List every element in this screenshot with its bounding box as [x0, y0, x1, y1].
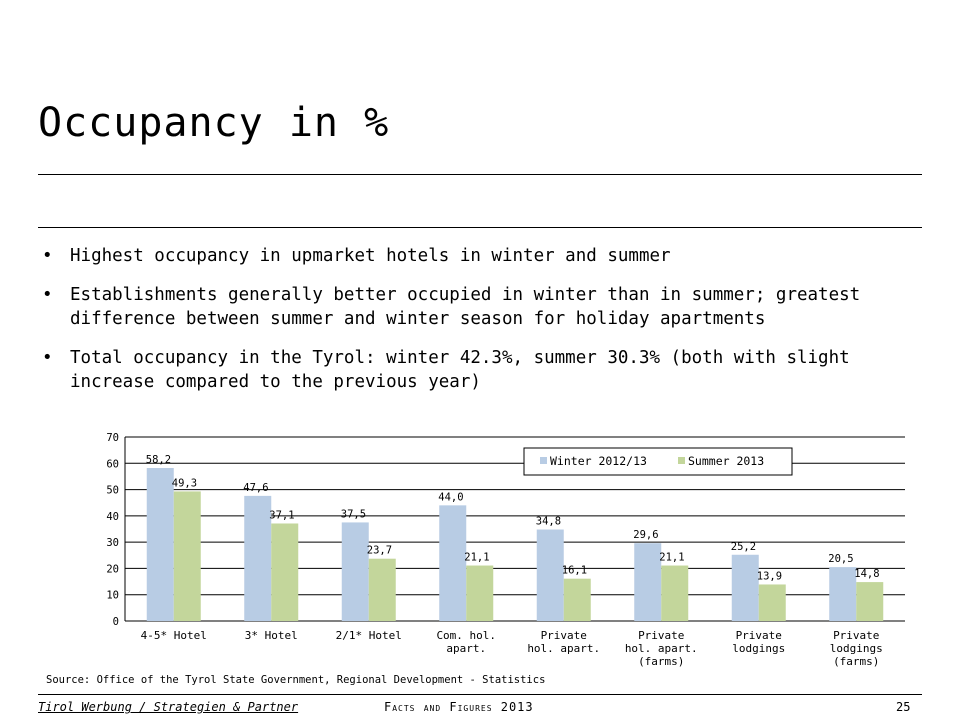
x-tick-label: lodgings — [732, 642, 785, 655]
x-tick-label: 2/1* Hotel — [336, 629, 402, 642]
data-label: 44,0 — [438, 491, 463, 503]
bar-winter — [634, 543, 662, 621]
bar-summer — [368, 558, 396, 621]
data-label: 21,1 — [464, 552, 489, 564]
x-tick-label: Private — [638, 629, 684, 642]
x-tick-label: (farms) — [638, 655, 684, 668]
y-tick-label: 20 — [106, 563, 119, 575]
bar-winter — [244, 495, 272, 621]
data-label: 37,1 — [269, 509, 294, 521]
data-label: 37,5 — [341, 508, 366, 520]
bar-summer — [661, 565, 689, 621]
x-tick-label: Private — [736, 629, 782, 642]
legend-label: Winter 2012/13 — [550, 454, 647, 468]
bullet-item: Highest occupancy in upmarket hotels in … — [38, 244, 928, 268]
title-rule-bottom — [38, 227, 922, 228]
bar-summer — [856, 582, 884, 621]
data-label: 58,2 — [146, 454, 171, 466]
data-label: 47,6 — [243, 482, 268, 494]
bar-winter — [829, 567, 857, 621]
bar-winter — [341, 522, 369, 621]
data-label: 14,8 — [854, 568, 879, 580]
bar-winter — [439, 505, 467, 621]
data-label: 49,3 — [172, 477, 197, 489]
legend-swatch — [540, 457, 547, 464]
y-tick-label: 50 — [106, 485, 119, 497]
x-tick-label: lodgings — [830, 642, 883, 655]
slide-title: Occupancy in % — [38, 100, 390, 146]
data-label: 29,6 — [633, 529, 658, 541]
bar-summer — [563, 578, 591, 621]
y-tick-label: 60 — [106, 458, 119, 470]
x-tick-label: apart. — [446, 642, 486, 655]
bar-summer — [758, 584, 786, 621]
title-rule-top — [38, 174, 922, 175]
data-label: 21,1 — [659, 552, 684, 564]
footer-company: Tirol Werbung / Strategien & Partner — [38, 700, 299, 714]
y-tick-label: 70 — [106, 432, 119, 444]
x-tick-label: Private — [833, 629, 879, 642]
x-tick-label: hol. apart. — [625, 642, 698, 655]
bar-summer — [173, 491, 201, 621]
x-tick-label: Private — [541, 629, 587, 642]
x-tick-label: (farms) — [833, 655, 879, 668]
x-tick-label: Com. hol. — [436, 629, 496, 642]
data-label: 16,1 — [562, 565, 587, 577]
y-tick-label: 30 — [106, 537, 119, 549]
x-tick-label: 3* Hotel — [245, 629, 298, 642]
legend-box — [523, 447, 793, 476]
y-tick-label: 0 — [113, 616, 119, 628]
legend-label: Summer 2013 — [688, 454, 764, 468]
legend-swatch — [678, 457, 685, 464]
data-label: 13,9 — [757, 570, 782, 582]
page-number: 25 — [896, 700, 911, 714]
data-label: 25,2 — [731, 541, 756, 553]
x-tick-label: 4-5* Hotel — [141, 629, 207, 642]
source-note: Source: Office of the Tyrol State Govern… — [46, 674, 546, 686]
footer-rule — [38, 694, 922, 695]
y-tick-label: 10 — [106, 590, 119, 602]
bar-summer — [466, 565, 494, 621]
y-tick-label: 40 — [106, 511, 119, 523]
bar-summer — [271, 523, 299, 621]
bar-winter — [536, 529, 564, 621]
footer-title: Facts and Figures 2013 — [384, 700, 534, 714]
bar-winter — [731, 554, 759, 621]
data-label: 20,5 — [828, 553, 853, 565]
bar-winter — [146, 468, 174, 621]
bullet-item: Establishments generally better occupied… — [38, 283, 928, 331]
x-tick-label: hol. apart. — [527, 642, 600, 655]
bullet-item: Total occupancy in the Tyrol: winter 42.… — [38, 346, 928, 394]
data-label: 23,7 — [367, 545, 392, 557]
bullet-list: Highest occupancy in upmarket hotels in … — [38, 244, 928, 409]
data-label: 34,8 — [536, 516, 561, 528]
